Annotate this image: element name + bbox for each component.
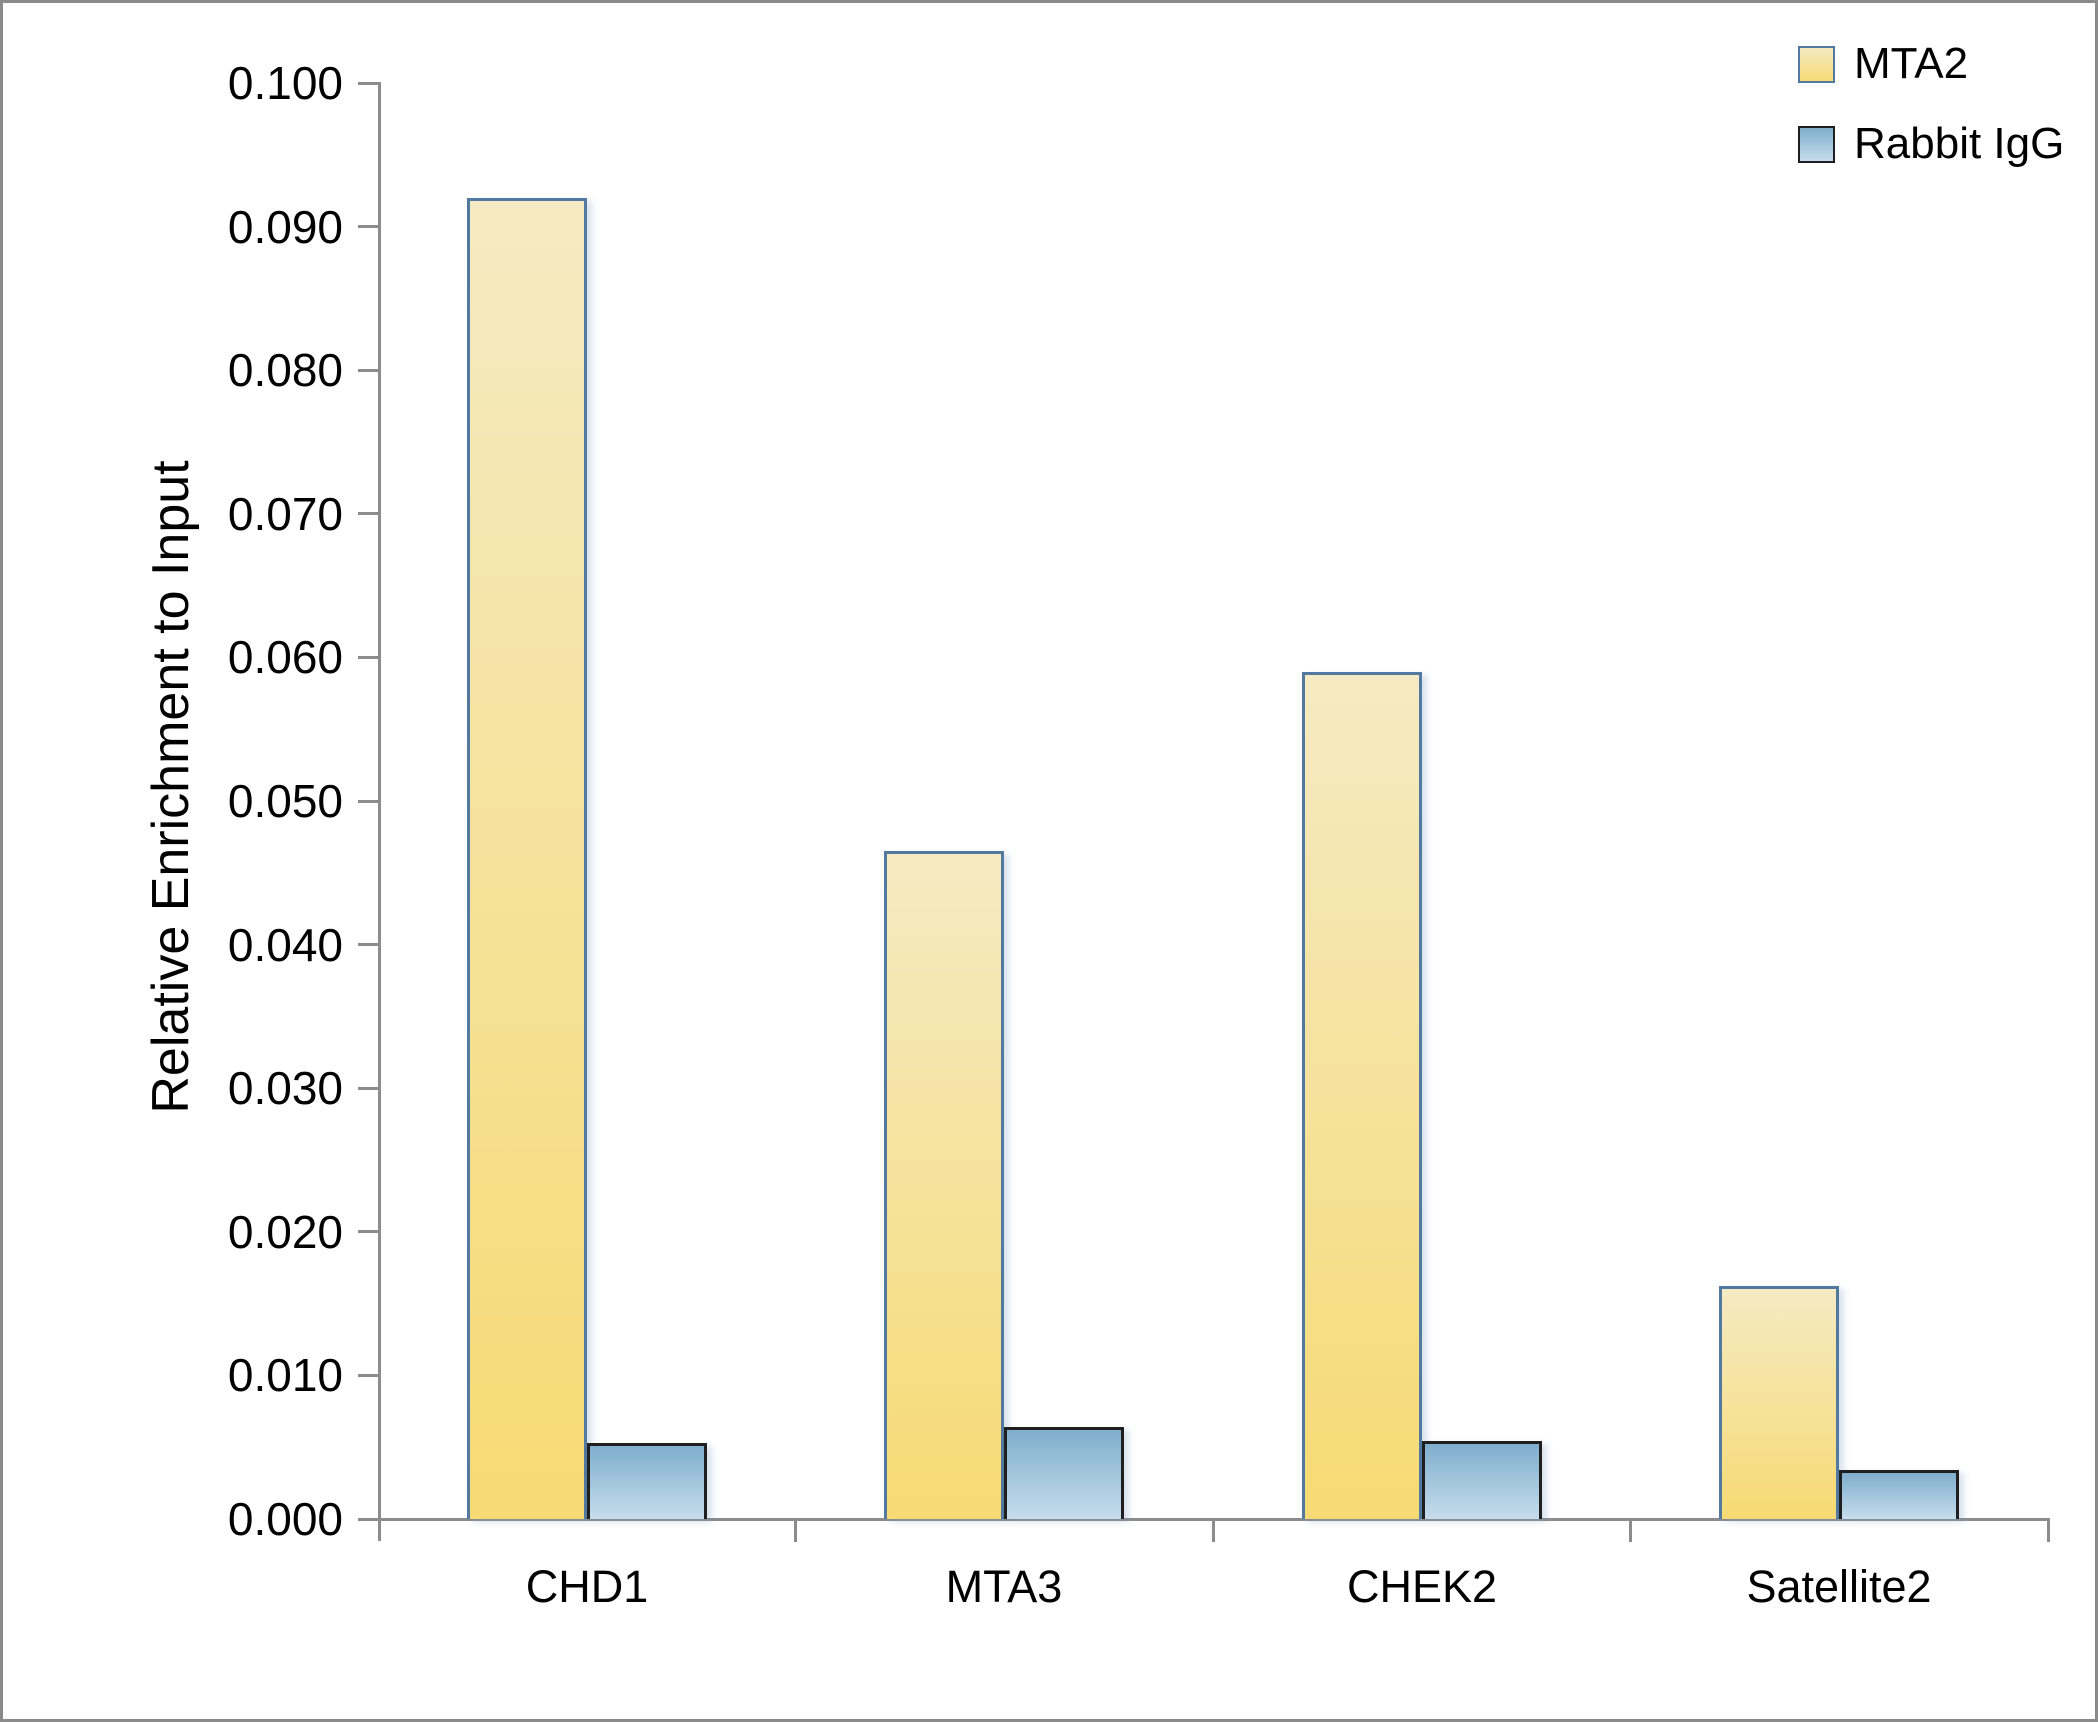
category-label-chek2: CHEK2 <box>1346 1561 1498 1612</box>
x-tick-mark <box>1211 1521 1215 1542</box>
bar-rabbit-igg-chek2 <box>1422 1441 1542 1519</box>
bar-rabbit-igg-mta3 <box>1004 1427 1124 1519</box>
y-tick-label: 0.080 <box>227 344 343 397</box>
y-tick-mark <box>358 1373 380 1377</box>
y-tick-mark <box>358 799 380 803</box>
y-tick-mark <box>358 1517 380 1521</box>
bar-mta2-satellite2 <box>1719 1286 1839 1519</box>
y-tick-label: 0.030 <box>227 1062 343 1115</box>
y-tick-mark <box>358 1230 380 1234</box>
y-tick-label: 0.020 <box>227 1205 343 1258</box>
y-tick-label: 0.060 <box>227 631 343 684</box>
y-tick-mark <box>358 368 380 372</box>
bar-mta2-chek2 <box>1302 672 1422 1519</box>
legend-swatch-mta2 <box>1798 46 1835 83</box>
bar-mta2-chd1 <box>467 198 587 1519</box>
y-tick-mark <box>358 943 380 947</box>
x-tick-mark <box>2046 1521 2050 1542</box>
y-tick-label: 0.010 <box>227 1349 343 1402</box>
category-label-satellite2: Satellite2 <box>1746 1561 1932 1612</box>
y-tick-label: 0.100 <box>227 57 343 109</box>
y-tick-mark <box>358 81 380 85</box>
bar-mta2-mta3 <box>884 851 1004 1519</box>
y-tick-label: 0.070 <box>227 487 343 540</box>
y-axis-line <box>378 82 381 1541</box>
legend-label-rabbit-igg: Rabbit IgG <box>1854 119 2065 168</box>
y-tick-label: 0.000 <box>227 1493 343 1545</box>
y-tick-mark <box>358 225 380 229</box>
bar-rabbit-igg-chd1 <box>587 1443 707 1519</box>
y-tick-mark <box>358 655 380 659</box>
legend-label-mta2: MTA2 <box>1854 39 1969 88</box>
x-tick-mark <box>794 1521 797 1542</box>
y-tick-mark <box>358 1086 380 1090</box>
x-axis-line <box>378 1518 2050 1521</box>
y-tick-mark <box>358 512 380 516</box>
x-tick-mark <box>1629 1521 1632 1542</box>
category-label-chd1: CHD1 <box>525 1561 649 1612</box>
bar-rabbit-igg-satellite2 <box>1839 1470 1959 1519</box>
y-tick-label: 0.040 <box>227 918 343 971</box>
y-tick-label: 0.050 <box>227 775 343 827</box>
y-tick-label: 0.090 <box>227 200 343 253</box>
legend-swatch-rabbit-igg <box>1798 126 1835 163</box>
category-label-mta3: MTA3 <box>945 1561 1063 1612</box>
